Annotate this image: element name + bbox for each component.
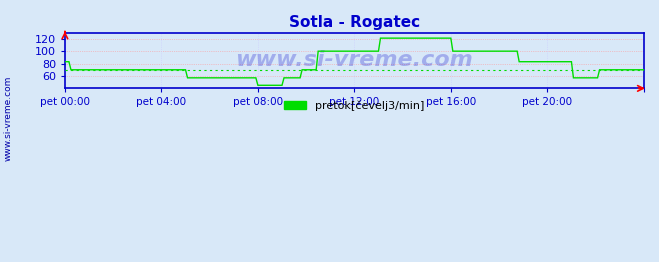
Text: www.si-vreme.com: www.si-vreme.com: [235, 51, 473, 70]
Title: Sotla - Rogatec: Sotla - Rogatec: [289, 15, 420, 30]
Text: www.si-vreme.com: www.si-vreme.com: [3, 75, 13, 161]
Legend: pretok[čevelj3/min]: pretok[čevelj3/min]: [279, 96, 429, 115]
